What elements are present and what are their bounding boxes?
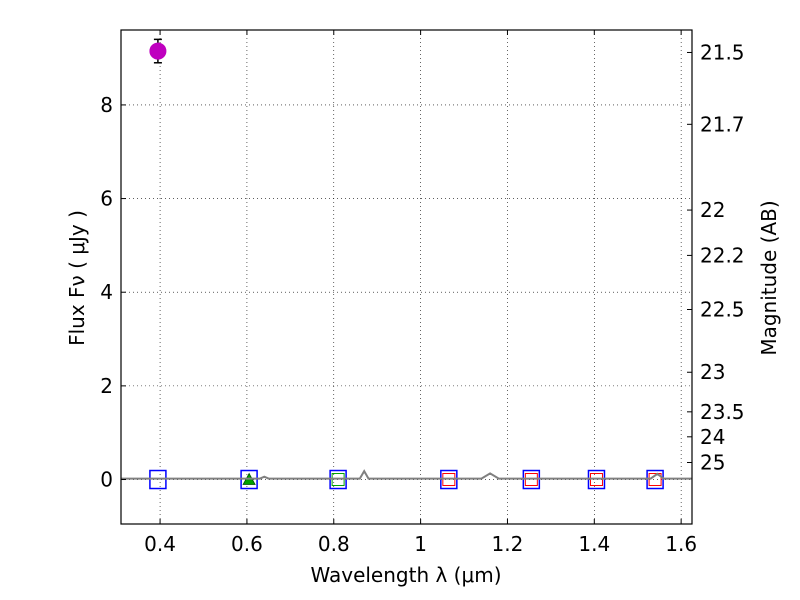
mag-tick-label: 23.5: [700, 400, 745, 424]
axis-ticks: 0.4 0.6 0.8 1 1.2 1.4 1.60246821.521.72222.222…: [100, 30, 745, 556]
x-tick-label: 0.6: [231, 532, 263, 556]
y-tick-label: 0: [100, 468, 113, 492]
mag-tick-label: 23: [700, 360, 725, 384]
x-tick-label: 0.8: [318, 532, 350, 556]
mag-tick-label: 22: [700, 198, 725, 222]
y2-axis-title: Magnitude (AB): [757, 200, 781, 355]
y-tick-label: 8: [100, 93, 113, 117]
detection-point: [149, 42, 167, 60]
grid-lines: [121, 30, 692, 524]
mag-tick-label: 21.7: [700, 112, 745, 136]
plot-frame: [120, 29, 693, 525]
y-tick-label: 6: [100, 187, 113, 211]
model-spectrum-line: [121, 469, 692, 480]
x-tick-label: 0.4: [144, 532, 176, 556]
mag-tick-label: 22.2: [700, 243, 745, 267]
x-axis-title: Wavelength λ (μm): [310, 563, 501, 587]
y-axis-title: Flux Fν ( μJy ): [65, 210, 89, 346]
y-tick-label: 4: [100, 280, 113, 304]
x-tick-label: 1: [414, 532, 427, 556]
x-tick-label: 1.2: [492, 532, 524, 556]
mag-tick-label: 24: [700, 425, 725, 449]
x-tick-label: 1.4: [578, 532, 610, 556]
y-tick-label: 2: [100, 374, 113, 398]
mag-tick-label: 21.5: [700, 40, 745, 64]
mag-tick-label: 22.5: [700, 298, 745, 322]
plot-area: [121, 38, 692, 490]
x-tick-label: 1.6: [665, 532, 697, 556]
mag-tick-label: 25: [700, 451, 725, 475]
